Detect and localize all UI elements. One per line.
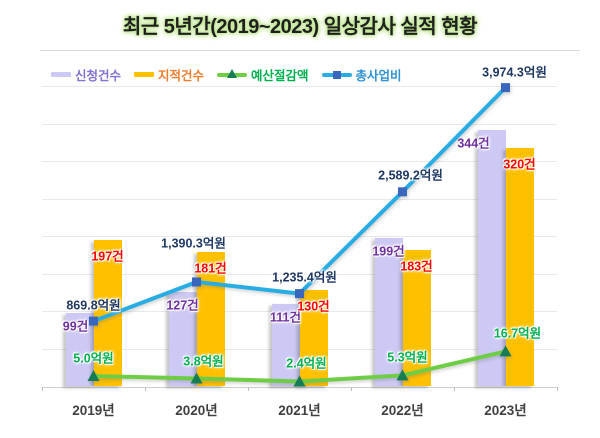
marker-square-total-cost-2023년 [501,83,510,93]
marker-square-total-cost-2021년 [295,289,304,299]
legend-label-applications: 신청건수 [75,68,122,83]
marker-triangle-savings-2019년 [87,370,100,381]
axis-tick [145,386,146,391]
bar-findings-2020년 [196,251,225,387]
x-axis-label-2021년: 2021년 [278,403,321,418]
marker-triangle-savings-2022년 [396,369,409,381]
gridline [42,123,557,125]
x-axis-label-2023년: 2023년 [484,403,527,418]
title-divider [40,50,580,51]
square-marker-icon [332,70,341,79]
bar-label-applications-2020년: 127건 [166,298,199,313]
legend-label-savings: 예산절감액 [251,68,309,83]
line-label-total-cost-2019년: 869.8억원 [66,298,121,313]
axis-tick [42,386,43,391]
bar-label-applications-2022년: 199건 [372,244,405,259]
bar-findings-2022년 [402,250,431,387]
bar-applications-2022년 [374,238,403,387]
line-label-total-cost-2022년: 2,589.2억원 [378,168,443,183]
line-label-total-cost-2023년: 3,974.3억원 [482,65,547,80]
legend: 신청건수 지적건수 예산절감액 총사업비 [51,65,402,83]
bar-label-findings-2023년: 320건 [503,157,536,172]
line-label-savings-2021년: 2.4억원 [286,356,327,371]
line-label-savings-2019년: 5.0억원 [73,351,114,366]
marker-triangle-savings-2020년 [190,372,203,384]
line-label-savings-2023년: 16.7억원 [493,326,542,341]
triangle-marker-icon [227,69,238,78]
bar-findings-2023년 [505,148,534,387]
legend-item-applications: 신청건수 [51,65,121,84]
bar-label-applications-2021년: 111건 [270,310,301,325]
axis-tick [351,386,352,391]
gridline [42,236,557,238]
line-total-cost [91,85,508,324]
bar-label-findings-2022년: 183건 [400,259,433,274]
bar-applications-2019년 [65,312,94,387]
legend-bar-swatch-applications [51,71,71,77]
legend-line-swatch-savings [217,68,248,80]
legend-line-swatch-total-cost [321,68,352,80]
gridline [42,198,557,200]
marker-square-total-cost-2019년 [89,316,98,326]
legend-item-total-cost: 총사업비 [321,65,402,84]
line-label-total-cost-2020년: 1,390.3억원 [161,236,226,251]
legend-label-total-cost: 총사업비 [355,68,402,83]
bar-label-findings-2020년: 181건 [194,261,227,276]
bar-label-applications-2019년: 99건 [62,319,89,334]
x-axis-label-2022년: 2022년 [381,403,424,418]
x-axis-label-2019년: 2019년 [72,403,115,418]
legend-bar-swatch-findings [134,71,155,77]
bar-findings-2021년 [299,289,328,387]
bar-applications-2021년 [271,303,300,387]
gridline [42,273,557,275]
x-axis-label-2020년: 2020년 [175,403,218,418]
legend-item-savings: 예산절감액 [217,65,309,84]
chart-title: 최근 5년간(2019~2023) 일상감사 실적 현황 [122,16,478,38]
bar-applications-2023년 [477,130,506,387]
marker-triangle-savings-2021년 [293,375,306,387]
marker-square-total-cost-2020년 [192,277,201,287]
axis-tick [248,386,249,391]
axis-tick [454,386,455,391]
legend-label-findings: 지적건수 [158,68,205,83]
gridline [42,86,557,87]
gridline [42,161,557,163]
line-label-savings-2020년: 3.8억원 [183,354,224,369]
bar-label-findings-2021년: 130건 [297,299,330,314]
bar-label-findings-2019년: 197건 [91,249,124,264]
line-label-savings-2022년: 5.3억원 [387,350,428,365]
axis-tick [557,386,558,391]
marker-triangle-savings-2023년 [499,345,512,357]
marker-square-total-cost-2022년 [398,187,407,197]
x-axis-line [42,386,557,388]
bar-label-applications-2023년: 344건 [457,136,490,151]
line-label-total-cost-2021년: 1,235.4억원 [272,270,337,285]
bar-applications-2020년 [168,291,197,387]
legend-item-findings: 지적건수 [134,65,204,84]
